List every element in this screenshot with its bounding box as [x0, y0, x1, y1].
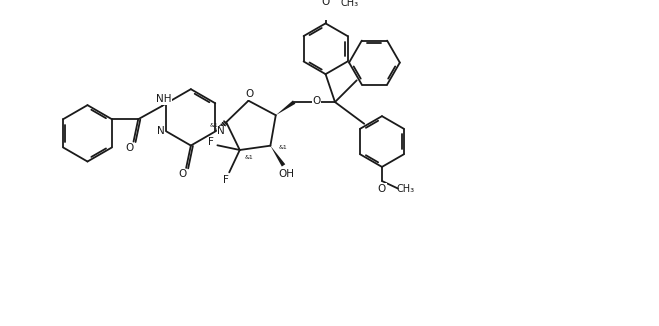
Text: F: F [223, 175, 229, 185]
Polygon shape [270, 146, 285, 167]
Text: O: O [245, 89, 254, 99]
Text: N: N [217, 126, 225, 137]
Text: CH₃: CH₃ [340, 0, 358, 8]
Text: &1: &1 [244, 155, 254, 160]
Text: F: F [208, 138, 214, 147]
Text: O: O [312, 96, 320, 106]
Text: N: N [157, 126, 165, 137]
Text: OH: OH [278, 169, 295, 179]
Text: O: O [179, 170, 186, 180]
Text: O: O [378, 184, 386, 194]
Text: O: O [126, 143, 134, 153]
Text: NH: NH [156, 95, 171, 105]
Polygon shape [275, 100, 295, 115]
Text: CH₃: CH₃ [397, 184, 415, 194]
Text: &1: &1 [210, 124, 218, 128]
Text: O: O [322, 0, 330, 7]
Text: &1: &1 [278, 145, 287, 150]
